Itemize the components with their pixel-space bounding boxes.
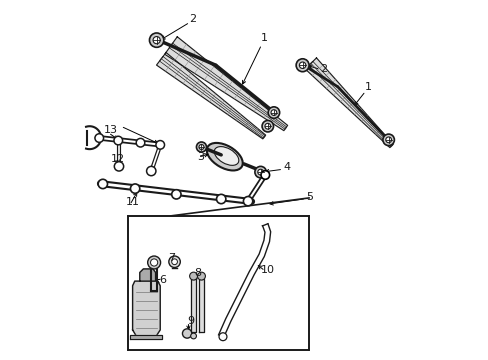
Circle shape — [264, 123, 270, 129]
Circle shape — [147, 256, 160, 269]
Circle shape — [261, 171, 269, 179]
Circle shape — [171, 190, 181, 199]
Circle shape — [267, 107, 279, 118]
Circle shape — [196, 142, 206, 152]
Text: 10: 10 — [260, 265, 274, 275]
Circle shape — [114, 162, 123, 171]
Polygon shape — [132, 281, 160, 337]
Ellipse shape — [214, 147, 238, 165]
Circle shape — [270, 110, 276, 116]
Circle shape — [190, 333, 196, 339]
Text: 2: 2 — [319, 64, 326, 74]
Circle shape — [243, 197, 252, 206]
Circle shape — [199, 144, 203, 149]
Text: 5: 5 — [305, 192, 313, 202]
Polygon shape — [308, 62, 392, 147]
Circle shape — [257, 169, 263, 175]
Circle shape — [136, 138, 144, 147]
Circle shape — [219, 333, 226, 341]
Circle shape — [114, 136, 122, 145]
Text: 8: 8 — [194, 268, 201, 278]
Circle shape — [171, 259, 177, 265]
Circle shape — [262, 121, 273, 132]
Circle shape — [98, 179, 107, 189]
Text: 7: 7 — [168, 253, 175, 263]
Circle shape — [189, 272, 197, 280]
Circle shape — [254, 166, 266, 178]
Text: 3: 3 — [197, 152, 204, 162]
Circle shape — [296, 59, 308, 72]
Polygon shape — [130, 335, 162, 338]
Text: 1: 1 — [260, 33, 267, 43]
Text: 2: 2 — [188, 14, 196, 24]
Circle shape — [156, 140, 164, 149]
Polygon shape — [198, 279, 204, 332]
Circle shape — [385, 137, 391, 143]
Circle shape — [216, 194, 225, 204]
Circle shape — [168, 256, 180, 267]
Circle shape — [299, 62, 305, 68]
Polygon shape — [305, 58, 392, 148]
Polygon shape — [169, 43, 286, 129]
Bar — [128, 216, 308, 350]
Circle shape — [146, 166, 156, 176]
Text: 12: 12 — [111, 154, 125, 164]
Circle shape — [95, 134, 103, 142]
Circle shape — [382, 134, 394, 145]
Circle shape — [153, 37, 160, 44]
Polygon shape — [140, 269, 155, 281]
Text: 9: 9 — [187, 316, 194, 325]
Circle shape — [130, 184, 140, 193]
Polygon shape — [190, 279, 196, 332]
Text: 6: 6 — [159, 275, 166, 285]
Circle shape — [197, 272, 205, 280]
Polygon shape — [159, 57, 264, 138]
Circle shape — [182, 329, 191, 338]
Ellipse shape — [206, 143, 242, 171]
Text: 11: 11 — [125, 197, 140, 207]
Text: 1: 1 — [364, 82, 371, 92]
Polygon shape — [156, 53, 265, 139]
Circle shape — [149, 33, 163, 47]
Polygon shape — [164, 37, 287, 131]
Text: 4: 4 — [283, 162, 290, 172]
Text: 13: 13 — [104, 125, 118, 135]
Circle shape — [150, 259, 158, 266]
